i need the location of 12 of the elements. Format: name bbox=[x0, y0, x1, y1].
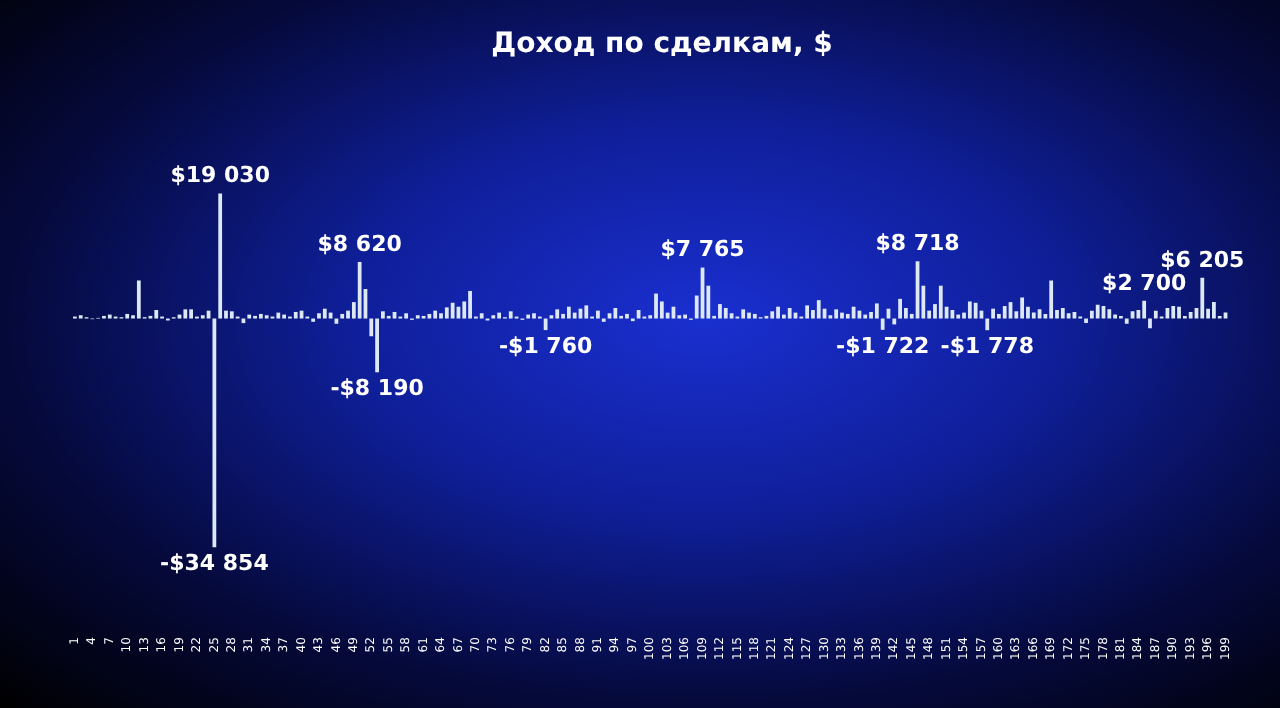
data-label: -$8 190 bbox=[330, 375, 425, 402]
data-label: -$1 722 bbox=[836, 332, 930, 359]
data-label: -$1 760 bbox=[498, 332, 593, 359]
data-label: -$1 778 bbox=[940, 332, 1034, 359]
data-label: $8 620 bbox=[317, 230, 403, 257]
data-label: -$34 854 bbox=[160, 550, 270, 577]
data-label: $8 718 bbox=[875, 230, 960, 257]
data-label: $6 205 bbox=[1160, 246, 1245, 273]
data-label: $19 030 bbox=[170, 162, 271, 189]
chart-title: Доход по сделкам, $ bbox=[491, 28, 833, 61]
data-label: $7 765 bbox=[660, 236, 745, 263]
data-label: $2 700 bbox=[1102, 269, 1187, 296]
